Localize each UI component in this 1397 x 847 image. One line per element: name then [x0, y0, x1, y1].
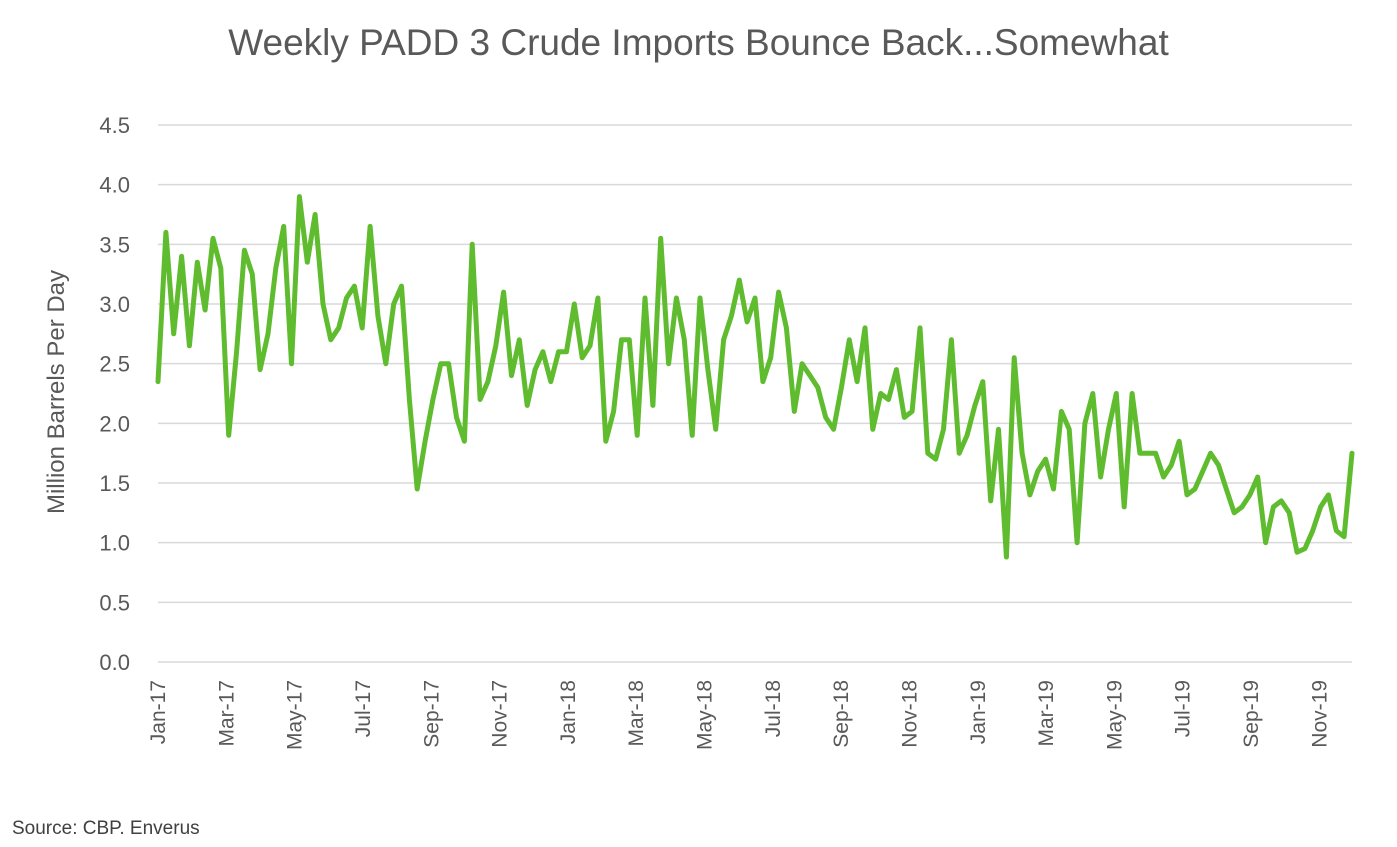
gridlines: [158, 124, 1352, 663]
x-tick-label: Nov-18: [899, 680, 922, 748]
x-tick-label: Nov-17: [489, 680, 512, 748]
x-tick-label: May-18: [694, 680, 717, 750]
x-tick-label: Jan-17: [147, 680, 170, 744]
x-tick-label: Sep-19: [1240, 680, 1263, 748]
y-axis-ticks: 0.0 0.5 1.0 1.5 2.0 2.5 3.0 3.5 4.0 4.5: [99, 113, 130, 675]
y-tick-label: 1.0: [99, 531, 130, 556]
x-tick-label: Nov-19: [1308, 680, 1331, 748]
x-tick-label: Jan-18: [557, 680, 580, 744]
x-tick-label: May-17: [284, 680, 307, 750]
x-tick-label: Jul-17: [352, 680, 375, 737]
y-tick-label: 0.5: [99, 590, 130, 615]
y-tick-label: 3.0: [99, 292, 130, 317]
x-tick-label: Sep-17: [420, 680, 443, 748]
y-tick-label: 3.5: [99, 232, 130, 257]
x-tick-label: Sep-18: [830, 680, 853, 748]
x-axis-ticks: Jan-17 Mar-17 May-17 Jul-17 Sep-17 Nov-17 Jan-…: [147, 680, 1331, 750]
y-tick-label: 1.5: [99, 471, 130, 496]
x-tick-label: Mar-17: [215, 680, 238, 747]
y-axis-label: Million Barrels Per Day: [43, 270, 70, 514]
source-note: Source: CBP. Enverus: [12, 818, 200, 839]
y-tick-label: 4.5: [99, 113, 130, 138]
x-tick-label: Mar-18: [625, 680, 648, 747]
x-tick-label: Jan-19: [967, 680, 990, 744]
x-tick-label: Jul-18: [762, 680, 785, 737]
y-tick-label: 4.0: [99, 173, 130, 198]
chart-title: Weekly PADD 3 Crude Imports Bounce Back.…: [228, 22, 1169, 63]
series-line: [155, 194, 1355, 560]
x-tick-label: May-19: [1103, 680, 1126, 750]
x-tick-label: Jul-19: [1172, 680, 1195, 737]
x-tick-label: Mar-19: [1035, 680, 1058, 747]
y-tick-label: 2.0: [99, 411, 130, 436]
y-tick-label: 0.0: [99, 650, 130, 675]
y-tick-label: 2.5: [99, 352, 130, 377]
